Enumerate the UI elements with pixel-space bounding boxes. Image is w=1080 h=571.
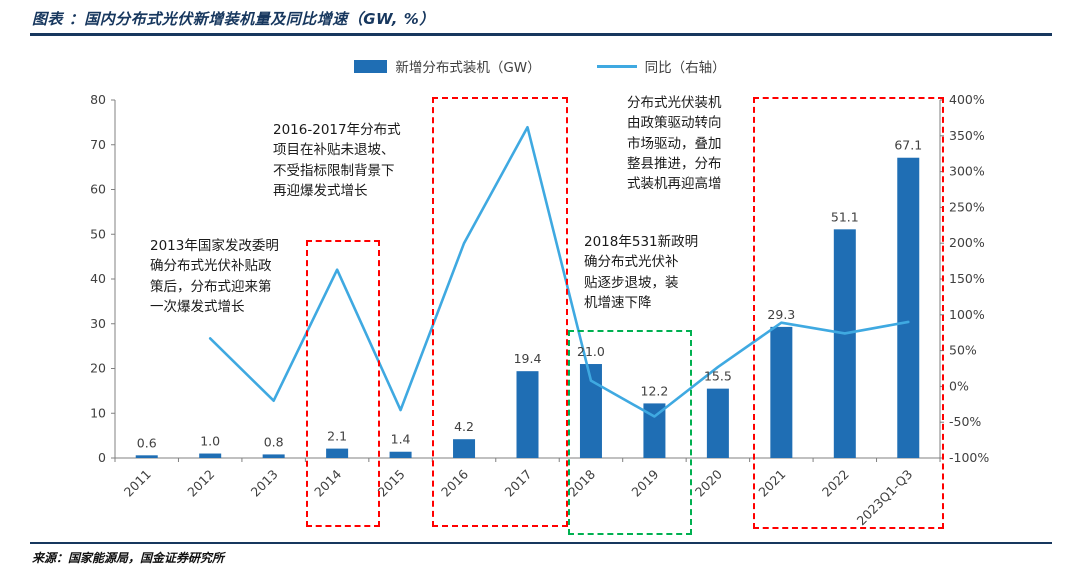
svg-text:0%: 0% — [949, 378, 969, 393]
svg-text:67.1: 67.1 — [894, 138, 922, 153]
svg-text:4.2: 4.2 — [454, 419, 474, 434]
svg-text:2013: 2013 — [248, 467, 281, 500]
svg-text:350%: 350% — [949, 128, 985, 143]
svg-text:2020: 2020 — [692, 466, 725, 499]
svg-text:-50%: -50% — [949, 414, 981, 429]
svg-text:80: 80 — [90, 92, 106, 107]
annotation-text-2016-2017: 2016-2017年分布式 项目在补贴未退坡、 不受指标限制背景下 再迎爆发式增… — [273, 122, 401, 199]
annotation-box-2016-2017 — [432, 97, 568, 527]
svg-text:0.8: 0.8 — [264, 434, 284, 449]
footer-divider — [30, 542, 1052, 544]
svg-text:20: 20 — [90, 361, 106, 376]
svg-text:300%: 300% — [949, 164, 985, 179]
svg-text:150%: 150% — [949, 271, 985, 286]
svg-text:29.3: 29.3 — [767, 307, 795, 322]
svg-text:40: 40 — [90, 271, 106, 286]
svg-text:70: 70 — [90, 137, 106, 152]
svg-text:12.2: 12.2 — [641, 383, 669, 398]
annotation-box-2014 — [306, 240, 380, 527]
line-swatch-icon — [596, 64, 637, 68]
svg-text:15.5: 15.5 — [704, 369, 732, 384]
svg-text:50: 50 — [90, 226, 106, 241]
svg-text:1.4: 1.4 — [391, 432, 411, 447]
svg-text:19.4: 19.4 — [514, 351, 542, 366]
svg-text:51.1: 51.1 — [831, 209, 859, 224]
svg-text:100%: 100% — [949, 307, 985, 322]
chart-legend: 新增分布式装机（GW） 同比（右轴） — [0, 56, 1080, 76]
svg-text:50%: 50% — [949, 343, 977, 358]
annotation-box-2018-2019 — [568, 330, 692, 535]
source-note: 来源：国家能源局，国金证券研究所 — [32, 551, 225, 565]
svg-text:-100%: -100% — [949, 450, 989, 465]
page-title: 图表 ：国内分布式光伏新增装机量及同比增速（GW, %） — [32, 10, 435, 28]
legend-label-line: 同比（右轴） — [644, 60, 726, 76]
legend-item-bars: 新增分布式装机（GW） — [354, 56, 541, 76]
svg-text:0: 0 — [98, 450, 106, 465]
bar-swatch-icon — [354, 59, 388, 73]
legend-label-bars: 新增分布式装机（GW） — [395, 60, 541, 76]
svg-text:2011: 2011 — [121, 467, 154, 500]
svg-text:400%: 400% — [949, 92, 985, 107]
svg-text:2.1: 2.1 — [327, 429, 347, 444]
svg-text:21.0: 21.0 — [577, 344, 605, 359]
svg-text:0.6: 0.6 — [137, 435, 157, 450]
svg-text:10: 10 — [90, 405, 106, 420]
annotation-box-2021-2023 — [753, 97, 944, 529]
header-divider — [30, 33, 1052, 36]
svg-text:1.0: 1.0 — [200, 434, 220, 449]
svg-text:2012: 2012 — [184, 467, 217, 500]
annotation-text-2013: 2013年国家发改委明 确分布式光伏补贴政 策后，分布式迎来第 一次爆发式增长 — [150, 238, 279, 315]
legend-item-line: 同比（右轴） — [596, 56, 726, 76]
svg-text:60: 60 — [90, 182, 106, 197]
svg-text:200%: 200% — [949, 235, 985, 250]
annotation-text-2021: 分布式光伏装机 由政策驱动转向 市场驱动，叠加 整县推进，分布 式装机再迎高增 — [627, 95, 722, 192]
svg-text:250%: 250% — [949, 199, 985, 214]
svg-text:30: 30 — [90, 316, 106, 331]
annotation-text-2018: 2018年531新政明 确分布式光伏补 贴逐步退坡，装 机增速下降 — [584, 234, 699, 311]
